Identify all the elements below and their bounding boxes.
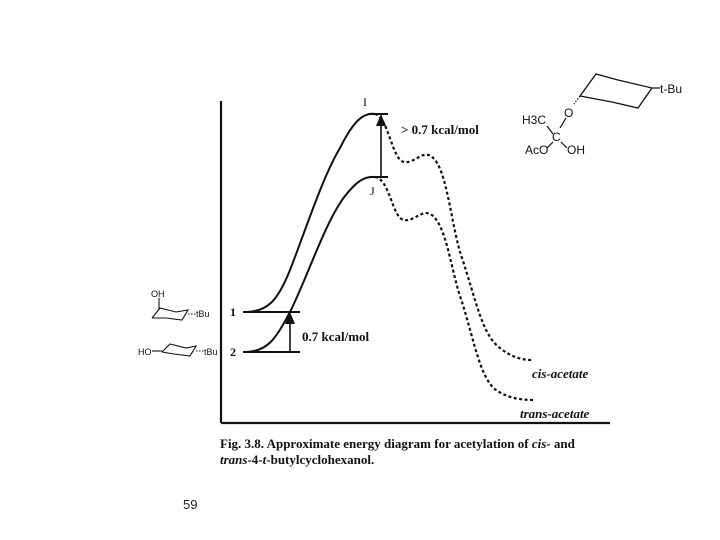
- intermediate-ring: [579, 73, 654, 109]
- trans-curve-dashed: [374, 175, 535, 402]
- ts-gap-label: > 0.7 kcal/mol: [401, 122, 479, 137]
- ground-gap-arrowhead: [285, 312, 295, 324]
- ground-gap-label: 0.7 kcal/mol: [302, 329, 370, 344]
- cis-curve-solid: [244, 112, 376, 313]
- c-label: C: [552, 130, 561, 144]
- c-to-aco-bond: [546, 141, 554, 149]
- conformer-1-oh-label: OH: [151, 289, 165, 299]
- c-to-ch3-bond: [546, 125, 554, 135]
- ground-2-label: 2: [230, 345, 236, 359]
- trans-curve-solid: [244, 175, 376, 353]
- ch3-label: H3C: [522, 113, 546, 127]
- ts-upper-label: I: [363, 95, 367, 109]
- caption-part1: Fig. 3.8. Approximate energy diagram for…: [220, 436, 532, 451]
- c-to-oh-bond: [560, 141, 568, 149]
- caption-part2: and: [550, 436, 575, 451]
- o-label: O: [564, 106, 573, 120]
- caption-part3: -4-: [247, 452, 263, 467]
- aco-label: AcO: [525, 143, 548, 157]
- oh-label: OH: [567, 143, 585, 157]
- caption-part4: -butylcyclohexanol.: [266, 452, 375, 467]
- intermediate-structure: t-Bu O H3C C AcO OH: [522, 73, 682, 157]
- caption-trans: trans: [220, 452, 248, 467]
- conformer-1-structure: OH tBu: [151, 289, 210, 321]
- conformer-1-ring: [151, 307, 190, 321]
- product-cis-label: cis-acetate: [532, 366, 589, 381]
- ground-1-label: 1: [230, 305, 236, 319]
- caption-cis: cis-: [531, 436, 551, 451]
- ring-to-o-bond: [573, 95, 581, 105]
- ts-gap-arrowhead: [376, 114, 386, 126]
- product-trans-label: trans-acetate: [520, 406, 590, 421]
- ts-lower-label: J: [370, 184, 375, 198]
- conformer-2-structure: HO tBu: [138, 343, 218, 357]
- conformer-1-tbu-label: tBu: [196, 309, 210, 319]
- cis-curve-dashed: [374, 112, 533, 362]
- conformer-2-ho-label: HO: [138, 347, 152, 357]
- o-to-c-bond: [559, 117, 567, 129]
- page-number: 59: [183, 497, 198, 512]
- figure-caption: Fig. 3.8. Approximate energy diagram for…: [220, 436, 620, 468]
- caption-t: t: [262, 452, 267, 467]
- conformer-2-ring: [161, 343, 198, 357]
- conformer-2-tbu-label: tBu: [204, 347, 218, 357]
- tbu-label: t-Bu: [660, 82, 682, 96]
